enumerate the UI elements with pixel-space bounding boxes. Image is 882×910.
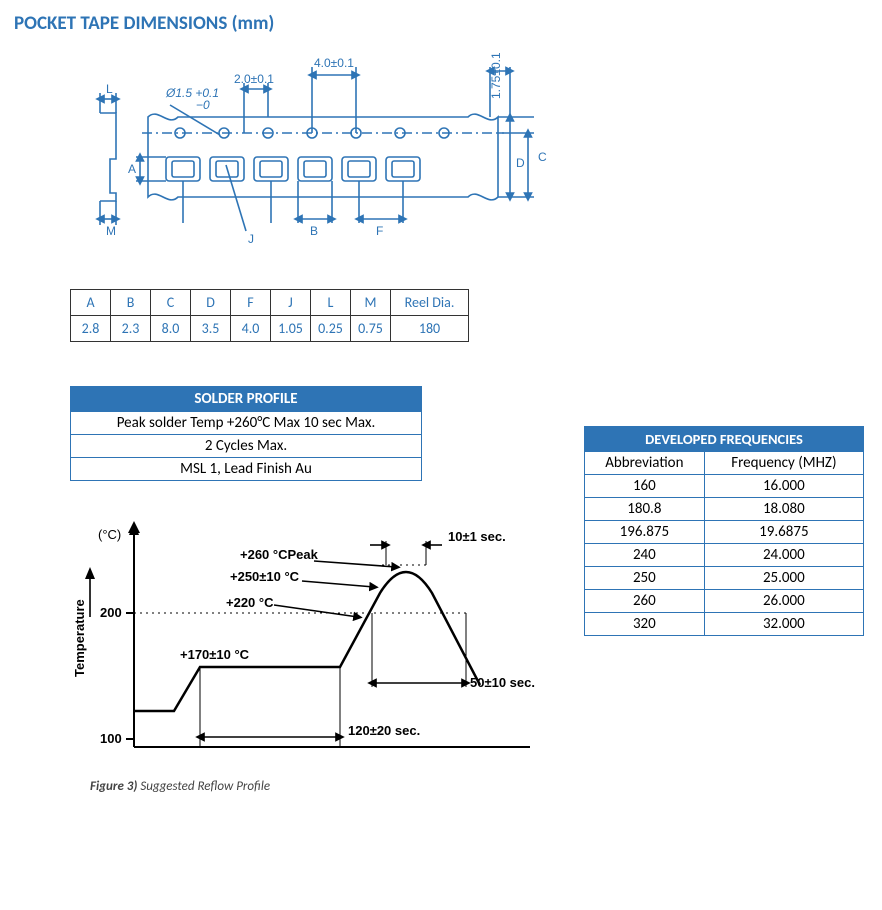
lbl-topdur: 10±1 sec. [448,529,506,544]
axis-y-label: Temperature [72,599,87,677]
tape-diagram: L M A B F J C D Ø1.5 +0.1 −0 2.0±0.1 4.0… [70,53,868,283]
freq-abbr: 250 [585,567,705,590]
solder-profile-table: SOLDER PROFILE Peak solder Temp +260°C M… [70,386,422,481]
dim-edge: 1.75±0.1 [489,53,503,99]
dim-value: 2.8 [71,316,111,342]
freq-abbr: 180.8 [585,498,705,521]
dim-header: F [231,290,271,316]
figure-caption: Figure 3) Suggested Reflow Profile [90,779,560,794]
solder-title: SOLDER PROFILE [71,387,422,412]
lbl-170: +170±10 °C [180,647,250,662]
dim-l: L [106,82,113,96]
dim-a: A [128,162,136,176]
dim-diam: Ø1.5 +0.1 [165,86,219,100]
dim-header: M [351,290,391,316]
dim-value: 1.05 [271,316,311,342]
dim-value: 3.5 [191,316,231,342]
figure-number: Figure 3) [90,779,137,794]
reflow-diagram: (°C) 200 100 +260 °CPeak +250±10 °C +220… [70,507,550,767]
dim-header: L [311,290,351,316]
solder-row: 2 Cycles Max. [71,435,422,458]
dim-d: D [516,156,525,170]
axis-unit: (°C) [98,527,121,542]
lbl-250: +250±10 °C [230,569,300,584]
table-row: 26026.000 [585,590,864,613]
tick-200: 200 [100,605,122,620]
dim-header: Reel Dia. [391,290,469,316]
dim-value: 180 [391,316,469,342]
table-row: 196.87519.6875 [585,521,864,544]
dim-header: A [71,290,111,316]
table-row: 24024.000 [585,544,864,567]
dimensions-table: ABCDFJLMReel Dia. 2.82.38.03.54.01.050.2… [70,289,469,342]
page-title: POCKET TAPE DIMENSIONS (mm) [14,12,868,35]
dim-value: 8.0 [151,316,191,342]
lbl-lowdur: 50±10 sec. [470,675,535,690]
freq-head-abbr: Abbreviation [585,452,705,475]
dim-value: 0.25 [311,316,351,342]
freq-abbr: 160 [585,475,705,498]
dim-m: M [106,224,116,238]
dim-value: 0.75 [351,316,391,342]
freq-abbr: 320 [585,613,705,636]
freq-abbr: 260 [585,590,705,613]
dim-header: D [191,290,231,316]
dim-diam-sub: −0 [196,98,210,112]
freq-title: DEVELOPED FREQUENCIES [585,427,864,452]
dim-b: B [310,224,318,238]
dim-value: 2.3 [111,316,151,342]
lbl-220: +220 °C [226,595,274,610]
solder-row: MSL 1, Lead Finish Au [71,458,422,481]
lbl-peak: +260 °CPeak [240,547,319,562]
figure-text: Suggested Reflow Profile [137,779,270,794]
dim-header: J [271,290,311,316]
freq-value: 25.000 [704,567,863,590]
table-row: 180.818.080 [585,498,864,521]
solder-row: Peak solder Temp +260°C Max 10 sec Max. [71,412,422,435]
freq-value: 32.000 [704,613,863,636]
dim-sp-left: 2.0±0.1 [234,72,274,86]
dim-header: B [111,290,151,316]
table-row: 25025.000 [585,567,864,590]
dim-j: J [248,232,254,246]
freq-value: 19.6875 [704,521,863,544]
freq-head-freq: Frequency (MHZ) [704,452,863,475]
tick-100: 100 [100,731,122,746]
freq-value: 16.000 [704,475,863,498]
table-row: 16016.000 [585,475,864,498]
freq-value: 26.000 [704,590,863,613]
freq-value: 24.000 [704,544,863,567]
freq-value: 18.080 [704,498,863,521]
tape-section: L M A B F J C D Ø1.5 +0.1 −0 2.0±0.1 4.0… [70,53,868,342]
freq-abbr: 196.875 [585,521,705,544]
frequencies-table: DEVELOPED FREQUENCIES Abbreviation Frequ… [584,426,864,636]
dim-f: F [376,224,383,238]
freq-abbr: 240 [585,544,705,567]
lbl-rampdur: 120±20 sec. [348,723,420,738]
dim-header: C [151,290,191,316]
dim-sp-right: 4.0±0.1 [314,56,354,70]
dim-value: 4.0 [231,316,271,342]
dim-c: C [538,150,547,164]
table-row: 32032.000 [585,613,864,636]
